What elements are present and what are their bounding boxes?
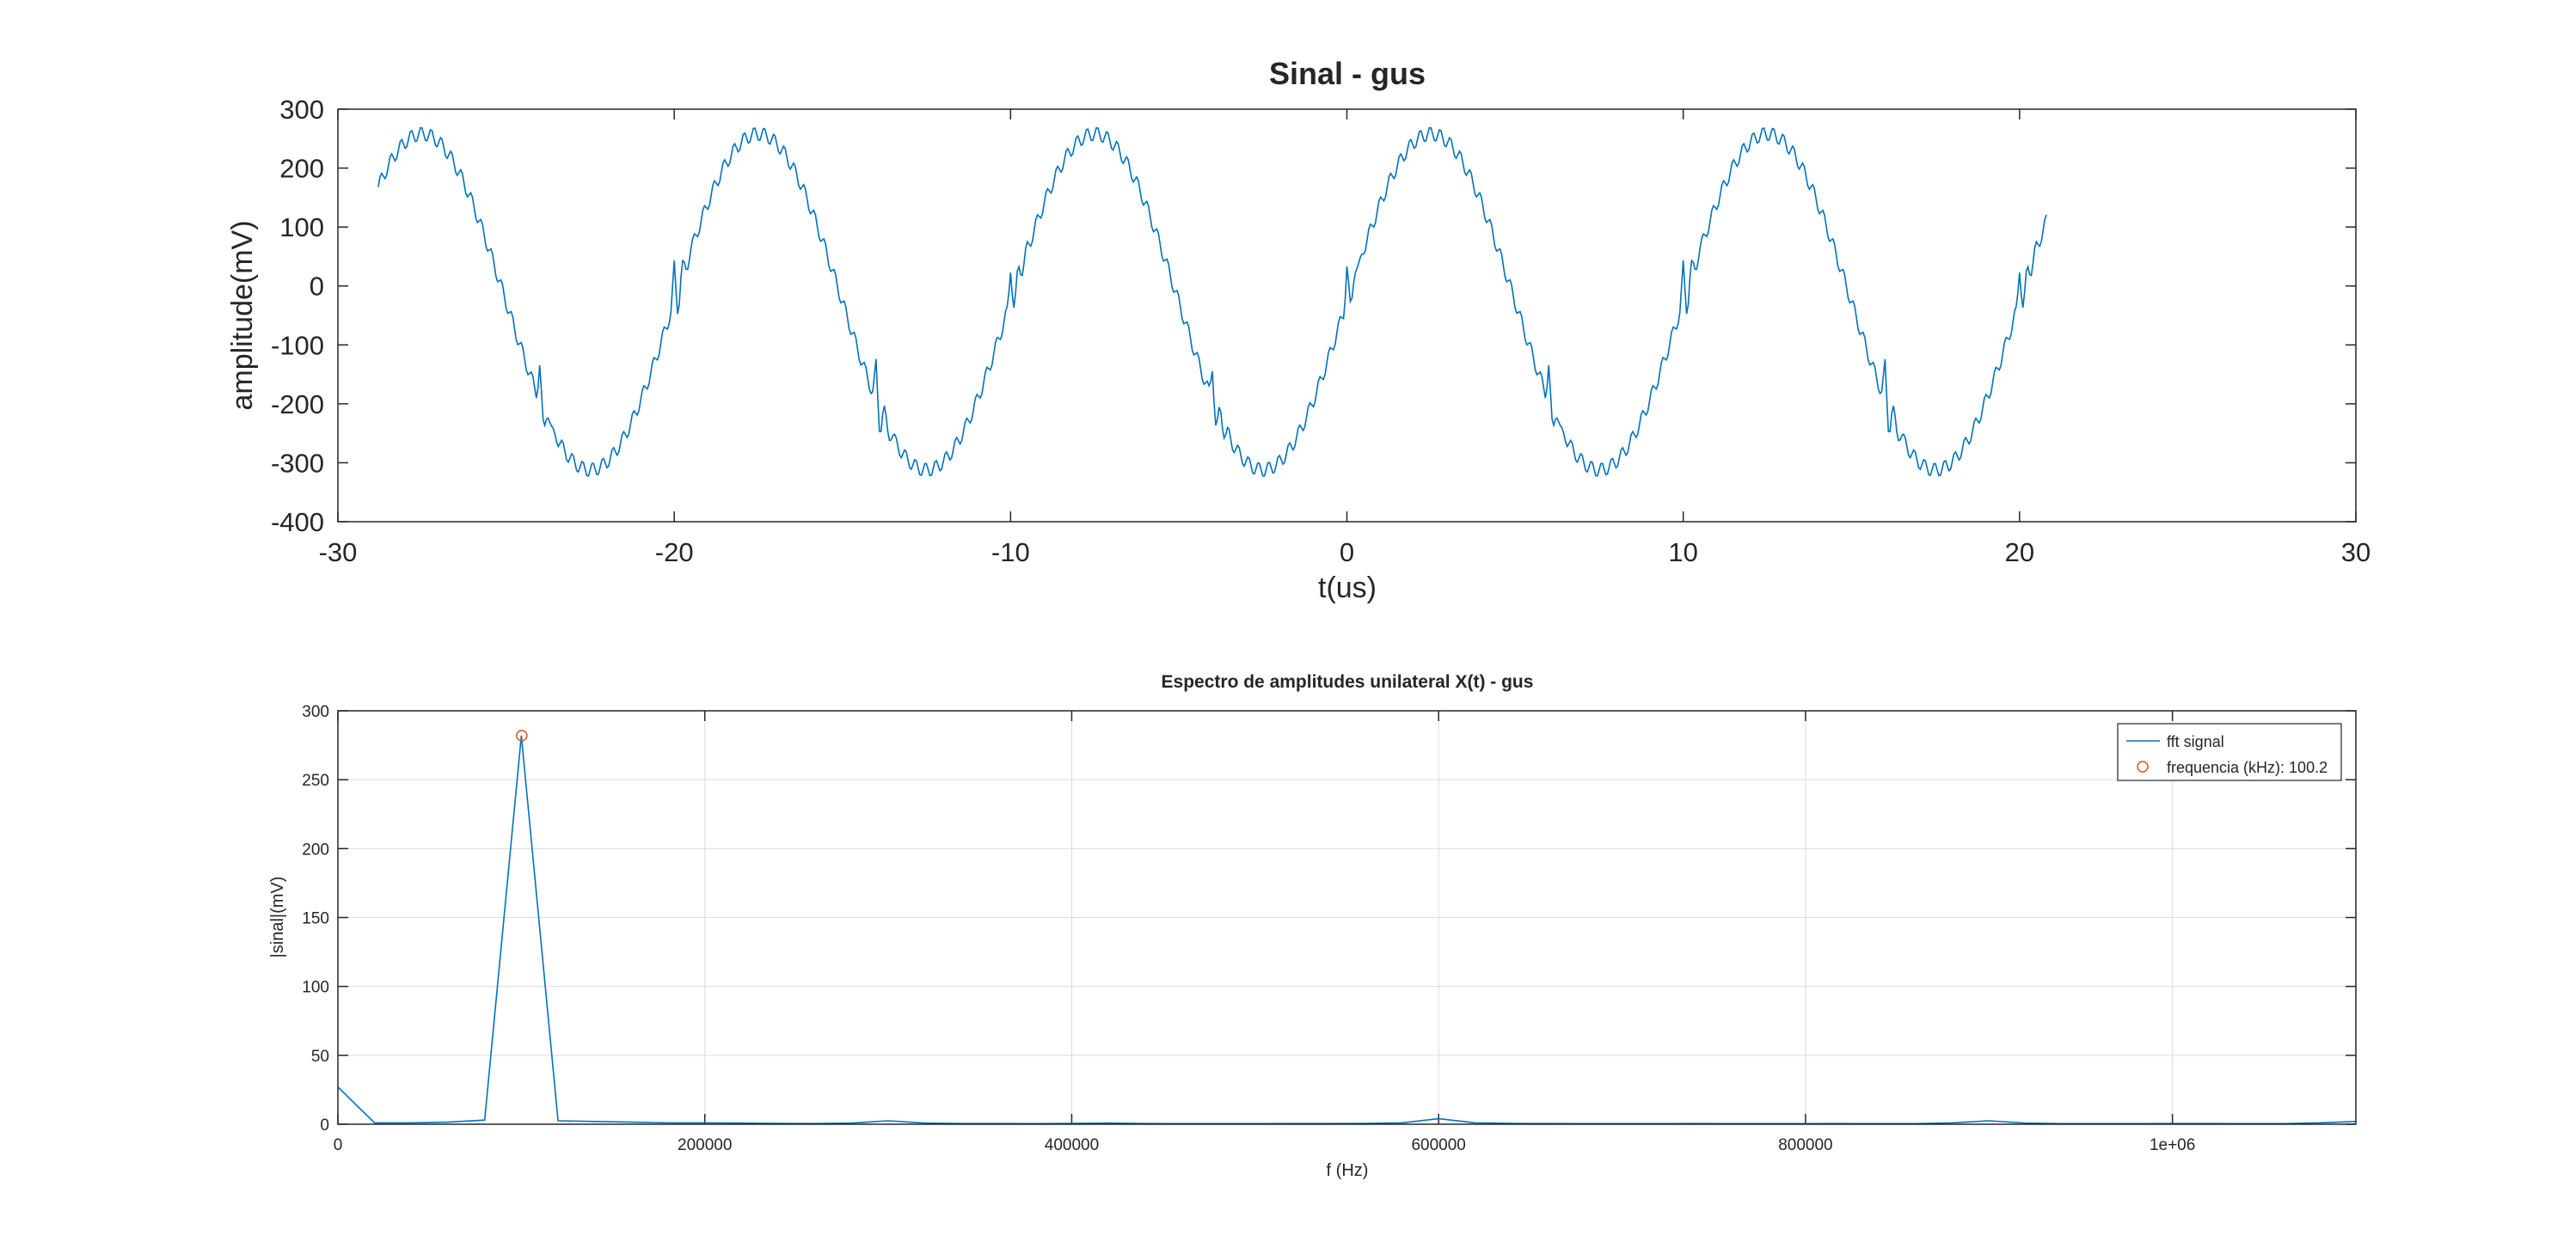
signal-chart: Sinal - gus -30 -20 -10 0 10 20 30-400-300-200… [226, 56, 2371, 604]
y-tick-label: -200 [271, 389, 324, 419]
y-tick-label: 200 [279, 154, 324, 184]
y-tick-label: -100 [271, 330, 324, 360]
y-tick-label: -400 [271, 507, 324, 537]
signal-chart-x-label: t(us) [1318, 572, 1377, 604]
peak-marker [516, 730, 528, 742]
spectrum-chart-y-label: |sinal|(mV) [268, 877, 287, 958]
x-tick-label: 0 [1340, 537, 1354, 567]
spectrum-chart-tick-labels: 0 200000 400000 600000 800000 1e+06 0 50 100 150 2… [302, 703, 2195, 1154]
y-tick-label: -300 [271, 448, 324, 478]
legend-box [2117, 723, 2342, 781]
x-tick-label: 600000 [1411, 1136, 1465, 1154]
y-tick-label: 100 [302, 979, 329, 997]
spectrum-chart: Espectro de amplitudes unilateral X(t) -… [268, 672, 2357, 1180]
spectrum-chart-title: Espectro de amplitudes unilateral X(t) -… [1162, 672, 1534, 692]
legend-label-fft-signal: fft signal [2167, 733, 2224, 750]
y-tick-label: 300 [302, 703, 329, 721]
y-tick-label: 100 [279, 212, 324, 242]
x-tick-label: 200000 [678, 1136, 732, 1154]
spectrum-chart-lines [337, 730, 2357, 1125]
x-tick-label: -10 [991, 537, 1030, 567]
signal-series-line [377, 126, 2047, 477]
y-tick-label: 250 [302, 772, 329, 790]
x-tick-label: -30 [319, 537, 358, 567]
x-tick-label: 800000 [1778, 1136, 1832, 1154]
x-tick-label: 20 [2005, 537, 2034, 567]
spectrum-chart-legend: fft signal frequencia (kHz): 100.2 [2117, 723, 2342, 781]
y-tick-label: 150 [302, 910, 329, 928]
signal-chart-frame [337, 108, 2357, 523]
legend-label-peak-frequency: frequencia (kHz): 100.2 [2167, 759, 2328, 776]
x-tick-label: 400000 [1045, 1136, 1099, 1154]
y-tick-label: 300 [279, 95, 324, 125]
x-tick-label: -20 [655, 537, 694, 567]
signal-chart-y-label: amplitude(mV) [226, 220, 259, 410]
x-tick-label: 1e+06 [2150, 1136, 2195, 1154]
signal-chart-tick-labels: -30 -20 -10 0 10 20 30-400-300-200-10001002003… [271, 95, 2371, 567]
y-tick-label: 0 [310, 272, 324, 302]
signal-chart-title: Sinal - gus [1269, 56, 1426, 91]
signal-chart-plot-area [338, 109, 2356, 522]
y-tick-label: 200 [302, 841, 329, 859]
spectrum-chart-x-label: f (Hz) [1327, 1161, 1369, 1180]
fft-series-line [337, 735, 2357, 1125]
spectrum-chart-frame [337, 710, 2357, 1125]
y-tick-label: 50 [311, 1048, 329, 1066]
x-tick-label: 10 [1668, 537, 1697, 567]
legend-swatch-peak-marker [2137, 761, 2149, 773]
signal-chart-lines [377, 126, 2047, 477]
x-tick-label: 30 [2341, 537, 2371, 567]
x-tick-label: 0 [334, 1136, 343, 1154]
y-tick-label: 0 [320, 1116, 329, 1135]
